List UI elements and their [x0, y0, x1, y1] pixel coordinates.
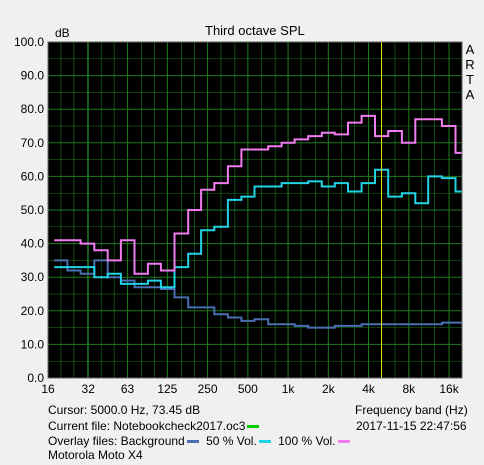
plot-border: [47, 41, 463, 379]
x-tick-label: 2k: [322, 382, 336, 396]
y-tick-label: 100.0: [14, 35, 44, 49]
y-tick-label: 20.0: [21, 304, 45, 318]
y-tick-label: 80.0: [21, 102, 45, 116]
x-tick-label: 1k: [282, 382, 296, 396]
x-tick-label: 125: [157, 382, 177, 396]
y-tick-label: 90.0: [21, 69, 45, 83]
x-tick-label: 500: [238, 382, 258, 396]
spl-chart: 0.0 10.0 20.0 30.0 40.0 50.0 60.0 70.0 80.0 90.0 1…: [14, 35, 463, 396]
y-tick-label: 40.0: [21, 237, 45, 251]
y-tick-label: 30.0: [21, 270, 45, 284]
vol50-swatch: [258, 440, 271, 444]
y-tick-label: 50.0: [21, 203, 45, 217]
x-tick-label: 32: [82, 382, 96, 396]
series-line-vol100: [54, 114, 462, 275]
x-tick-label: 8k: [402, 382, 416, 396]
x-tick-label: 16k: [439, 382, 459, 396]
series-line-vol50: [54, 168, 462, 289]
y-tick-label: 70.0: [21, 136, 45, 150]
overlay-files: Overlay files: Background 50 % Vol. 100 …: [48, 434, 354, 448]
y-tick-label: 10.0: [21, 337, 45, 351]
x-tick-label: 16: [41, 382, 55, 396]
vol100-swatch: [337, 440, 350, 444]
background-swatch: [186, 440, 199, 444]
cursor-readout: Cursor: 5000.0 Hz, 73.45 dB: [48, 403, 201, 417]
series-line-background: [54, 259, 462, 329]
x-tick-label: 63: [121, 382, 135, 396]
timestamp: 2017-11-15 22:47:56: [356, 419, 467, 433]
current-file: Current file: Notebookcheck2017.oc3: [48, 419, 263, 433]
y-tick-label: 60.0: [21, 169, 45, 183]
device-name: Motorola Moto X4: [48, 448, 143, 462]
chart-title: Third octave SPL: [205, 23, 305, 38]
y-tick-label: 0.0: [27, 371, 44, 385]
overlay-50-label: 50 % Vol.: [206, 434, 257, 448]
overlay-background-label: Overlay files: Background: [48, 434, 185, 448]
x-tick-label: 4k: [362, 382, 376, 396]
overlay-100-label: 100 % Vol.: [278, 434, 336, 448]
current-file-swatch: [247, 425, 260, 429]
frequency-band-label: Frequency band (Hz): [355, 403, 468, 417]
x-tick-label: 250: [198, 382, 218, 396]
y-unit-label: dB: [55, 26, 70, 40]
